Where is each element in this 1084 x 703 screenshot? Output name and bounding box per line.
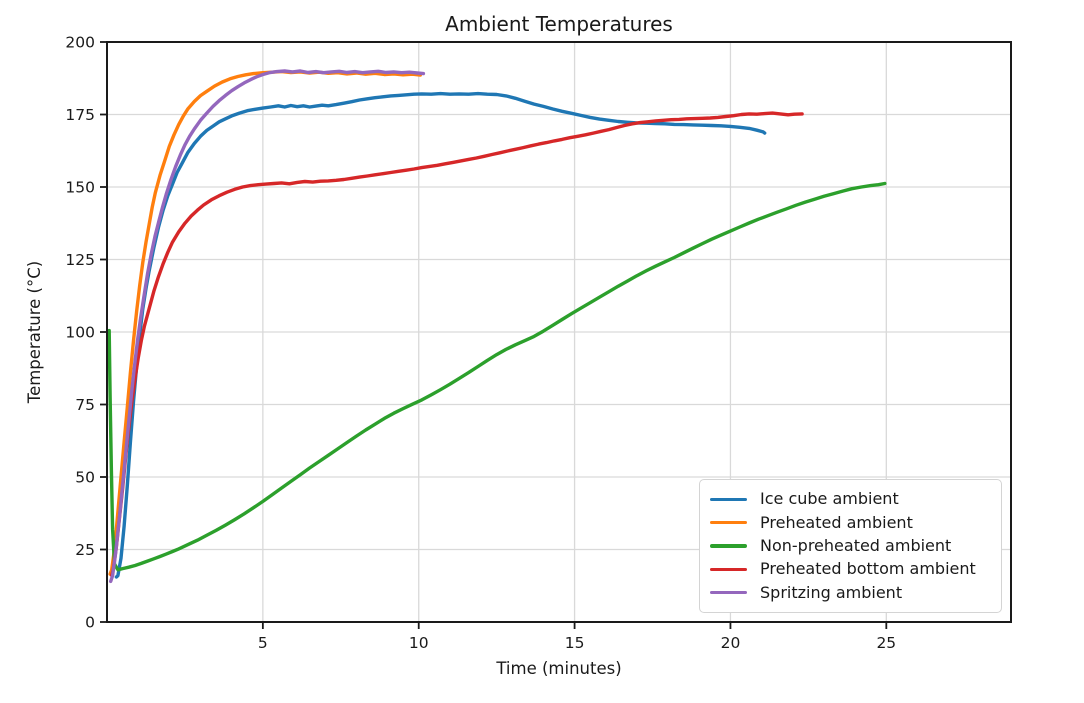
y-tick-label: 0 bbox=[85, 614, 95, 632]
x-tick-label: 25 bbox=[876, 634, 896, 652]
y-tick-label: 50 bbox=[75, 469, 95, 487]
x-tick-label: 5 bbox=[258, 634, 268, 652]
y-tick-label: 175 bbox=[65, 106, 95, 124]
y-tick-label: 25 bbox=[75, 541, 95, 559]
y-tick-label: 75 bbox=[75, 396, 95, 414]
axis-tick-marks bbox=[100, 41, 888, 629]
series-line-spritzing-ambient bbox=[109, 69, 426, 584]
legend-line-swatch bbox=[710, 567, 747, 572]
legend-item-spritzing-ambient: Spritzing ambient bbox=[710, 582, 991, 602]
x-tick-label: 20 bbox=[721, 634, 741, 652]
x-axis-label: Time (minutes) bbox=[495, 659, 621, 678]
axis-tick-labels: 5 10 15 20 25 0 25 50 75 100 125 150 175 200 bbox=[65, 34, 896, 653]
y-tick-label: 100 bbox=[65, 324, 95, 342]
legend-line-swatch bbox=[710, 520, 747, 525]
legend-item-preheated-bottom-ambient: Preheated bottom ambient bbox=[710, 561, 991, 577]
x-tick-label: 10 bbox=[409, 634, 429, 652]
legend-line-swatch bbox=[710, 590, 747, 595]
x-tick-label: 15 bbox=[565, 634, 585, 652]
y-tick-label: 200 bbox=[65, 34, 95, 52]
legend-label: Ice cube ambient bbox=[760, 489, 899, 509]
legend-label: Preheated bottom ambient bbox=[760, 559, 976, 579]
series-line-preheated-bottom-ambient bbox=[110, 111, 804, 578]
series-lines bbox=[107, 69, 887, 584]
legend-item-non-preheated-ambient: Non-preheated ambient bbox=[710, 535, 991, 555]
legend-label: Non-preheated ambient bbox=[760, 535, 952, 555]
legend-line-swatch bbox=[710, 497, 747, 502]
y-axis-label: Temperature (°C) bbox=[25, 261, 44, 404]
legend: Ice cube ambient Preheated ambient Non-pre… bbox=[699, 479, 1002, 613]
y-tick-label: 125 bbox=[65, 251, 95, 269]
plot-border bbox=[106, 41, 1012, 623]
legend-label: Preheated ambient bbox=[760, 512, 913, 532]
y-tick-label: 150 bbox=[65, 179, 95, 197]
legend-item-preheated-ambient: Preheated ambient bbox=[710, 512, 991, 532]
series-line-non-preheated-ambient bbox=[107, 181, 887, 572]
chart-title: Ambient Temperatures bbox=[445, 12, 673, 36]
legend-label: Spritzing ambient bbox=[760, 582, 903, 602]
legend-line-swatch bbox=[710, 544, 747, 548]
legend-item-ice-cube-ambient: Ice cube ambient bbox=[710, 491, 991, 507]
